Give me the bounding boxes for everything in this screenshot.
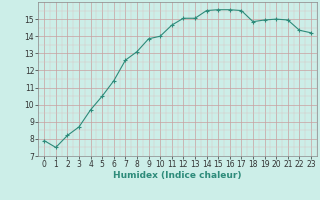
X-axis label: Humidex (Indice chaleur): Humidex (Indice chaleur) xyxy=(113,171,242,180)
